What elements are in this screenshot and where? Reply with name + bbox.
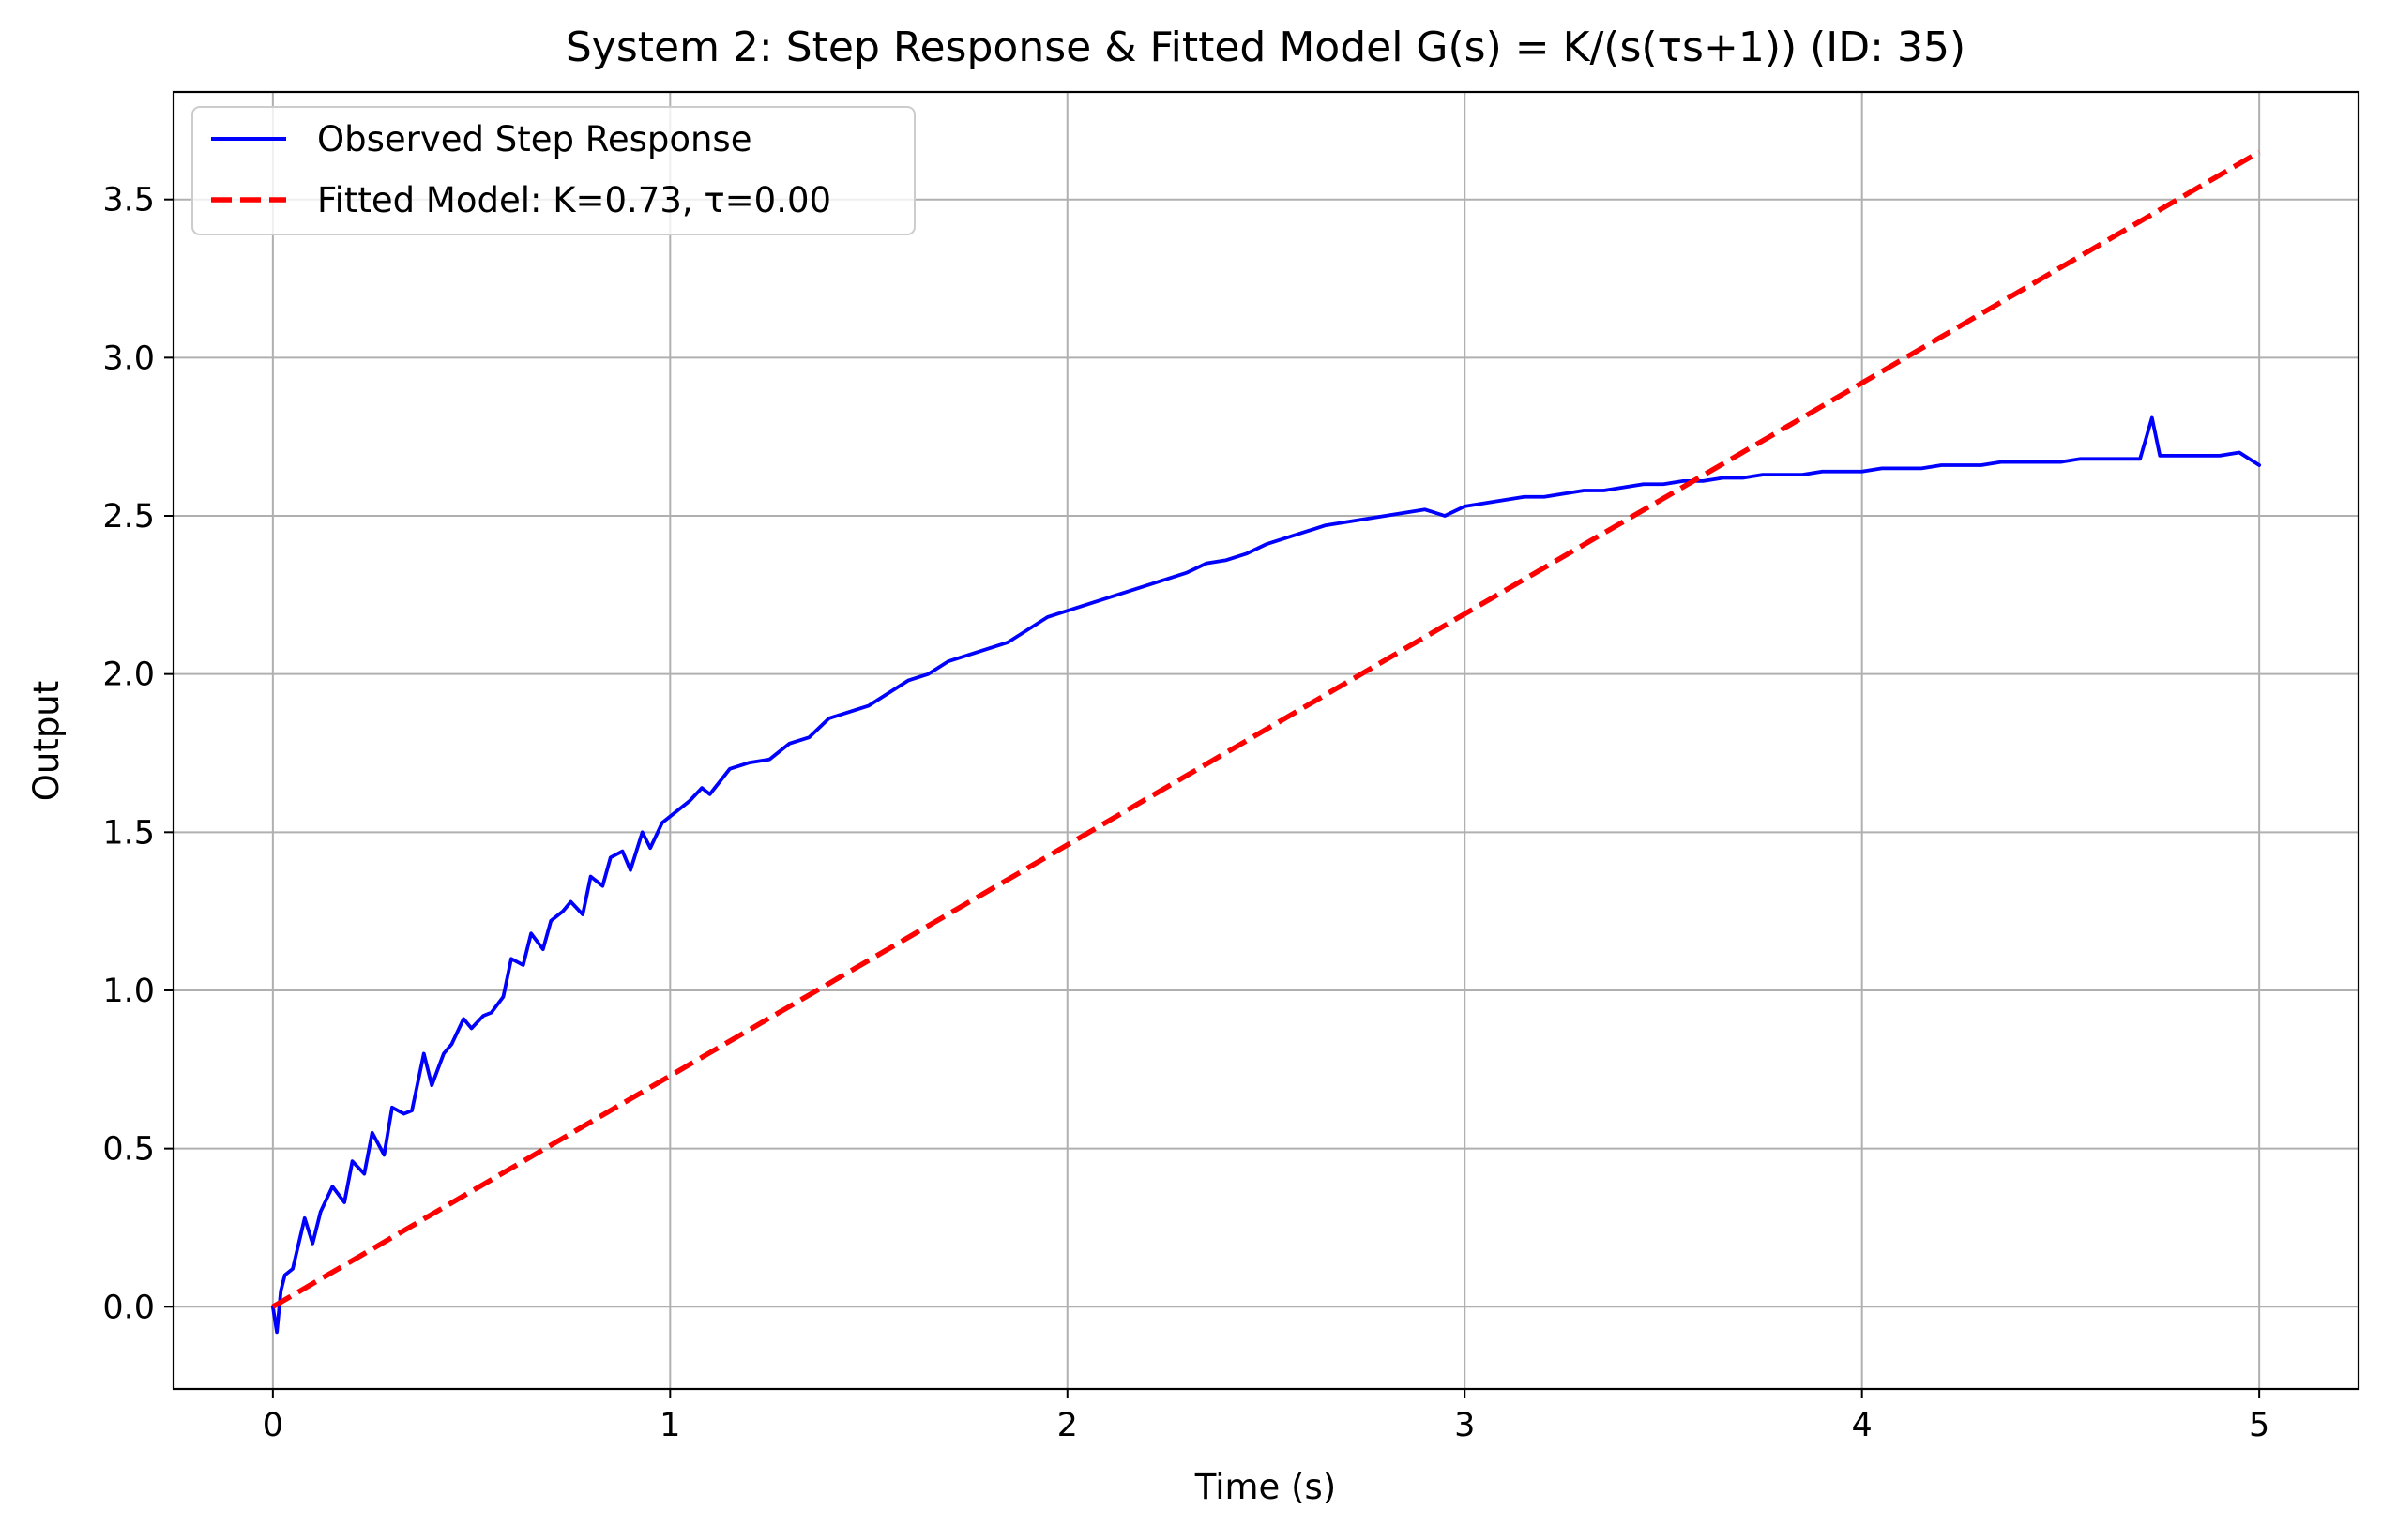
y-tick-label: 0.0 bbox=[102, 1289, 155, 1326]
legend-label-fitted: Fitted Model: K=0.73, τ=0.00 bbox=[317, 180, 831, 220]
x-tick-label: 1 bbox=[660, 1407, 680, 1444]
observed-response-line bbox=[270, 415, 2262, 1335]
x-tick-label: 5 bbox=[2249, 1407, 2269, 1444]
x-axis-label: Time (s) bbox=[1194, 1467, 1336, 1507]
x-tick-label: 4 bbox=[1852, 1407, 1873, 1444]
grid bbox=[174, 92, 2359, 1389]
fitted-model-line bbox=[271, 149, 2261, 1309]
y-tick-label: 1.5 bbox=[102, 814, 155, 852]
y-tick-label: 0.5 bbox=[102, 1131, 155, 1169]
legend-box bbox=[191, 106, 916, 235]
y-tick-label: 2.5 bbox=[102, 498, 155, 536]
x-tick-label: 3 bbox=[1454, 1407, 1475, 1444]
legend-label-observed: Observed Step Response bbox=[317, 119, 751, 159]
y-tick-label: 3.5 bbox=[102, 182, 155, 219]
chart-title: System 2: Step Response & Fitted Model G… bbox=[566, 23, 1965, 71]
plot-frame bbox=[172, 90, 2360, 1391]
series-layer bbox=[270, 149, 2262, 1335]
y-tick-label: 2.0 bbox=[102, 657, 155, 694]
ticks: 0 1 2 3 4 5 0.0 0.5 1.0 1.5 2.0 2.5 3.0 3.5 bbox=[102, 182, 2269, 1444]
y-tick-label: 1.0 bbox=[102, 973, 155, 1010]
y-tick-label: 3.0 bbox=[102, 340, 155, 377]
y-axis-label: Output bbox=[26, 681, 67, 802]
legend: Observed Step Response Fitted Model: K=0… bbox=[191, 106, 916, 235]
x-tick-label: 0 bbox=[263, 1407, 283, 1444]
x-tick-label: 2 bbox=[1057, 1407, 1078, 1444]
